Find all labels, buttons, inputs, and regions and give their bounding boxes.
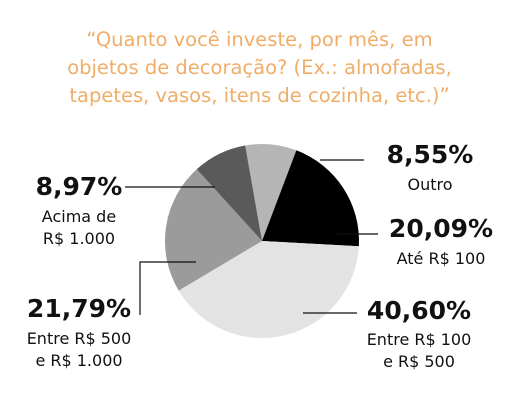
- slice-labels: 8,55% Outro 20,09% Até R$ 100 40,60% Entre R$…: [27, 140, 493, 371]
- pie-slice-0: [245, 143, 297, 241]
- slice-percent-label-4: 8,97%: [36, 172, 123, 201]
- slice-percent-label-1: 20,09%: [389, 214, 493, 243]
- leader-line-3: [139, 261, 196, 315]
- slice-category-label-4-line-0: Acima de: [42, 207, 116, 226]
- slice-category-label-4-line-1: R$ 1.000: [43, 229, 115, 248]
- pie-slice-4: [196, 145, 262, 241]
- chart-title: “Quanto você investe, por mês, em objeto…: [0, 26, 519, 110]
- slice-percent-label-2: 40,60%: [367, 296, 471, 325]
- slice-category-label-1-line-0: Até R$ 100: [397, 249, 486, 268]
- chart-title-line-2: objetos de decoração? (Ex.: almofadas,: [67, 56, 452, 79]
- pie-slices: [165, 143, 360, 339]
- chart-title-line-3: tapetes, vasos, itens de cozinha, etc.)”: [69, 84, 450, 107]
- leader-lines: [125, 159, 378, 315]
- slice-category-label-0-line-0: Outro: [407, 175, 452, 194]
- slice-category-label-2-line-0: Entre R$ 100: [367, 330, 472, 349]
- slice-category-label-3-line-0: Entre R$ 500: [27, 329, 132, 348]
- slice-category-label-3-line-1: e R$ 1.000: [35, 351, 122, 370]
- slice-percent-label-0: 8,55%: [387, 140, 474, 169]
- chart-title-line-1: “Quanto você investe, por mês, em: [86, 28, 433, 51]
- slice-percent-label-3: 21,79%: [27, 294, 131, 323]
- pie-slice-1: [262, 150, 360, 247]
- pie-slice-3: [165, 169, 262, 291]
- pie-slice-2: [178, 241, 359, 339]
- slice-category-label-2-line-1: e R$ 500: [383, 352, 455, 371]
